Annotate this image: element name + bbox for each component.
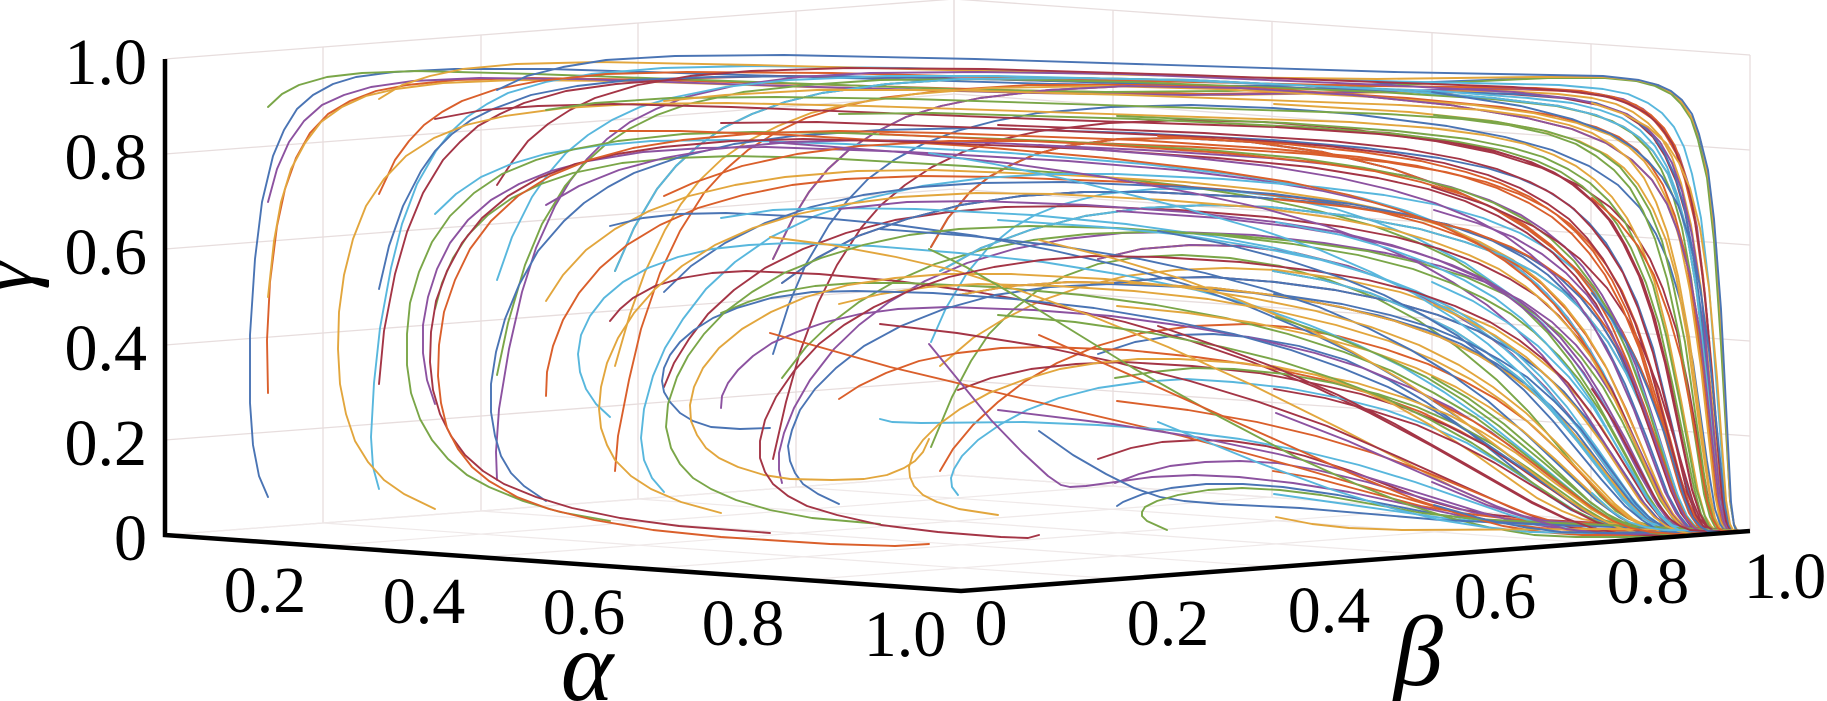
svg-text:1.0: 1.0 bbox=[864, 598, 947, 671]
svg-text:0.2: 0.2 bbox=[65, 407, 148, 480]
svg-text:0.6: 0.6 bbox=[1454, 560, 1537, 633]
svg-text:0: 0 bbox=[975, 587, 1008, 660]
svg-text:β: β bbox=[1391, 596, 1443, 701]
svg-text:0.8: 0.8 bbox=[65, 121, 148, 194]
svg-text:0.4: 0.4 bbox=[1288, 574, 1371, 647]
svg-text:0.6: 0.6 bbox=[543, 576, 626, 649]
svg-text:0: 0 bbox=[114, 502, 147, 575]
svg-text:0.2: 0.2 bbox=[224, 554, 307, 627]
svg-text:1.0: 1.0 bbox=[65, 26, 148, 99]
svg-text:1.0: 1.0 bbox=[1744, 540, 1827, 613]
svg-text:α: α bbox=[561, 611, 616, 701]
svg-text:γ: γ bbox=[0, 259, 50, 293]
svg-text:0.8: 0.8 bbox=[1607, 545, 1690, 618]
svg-text:0.4: 0.4 bbox=[383, 565, 466, 638]
svg-text:0.8: 0.8 bbox=[702, 587, 785, 660]
svg-text:0.2: 0.2 bbox=[1127, 587, 1210, 660]
svg-text:0.4: 0.4 bbox=[65, 312, 148, 385]
svg-text:0.6: 0.6 bbox=[65, 216, 148, 289]
